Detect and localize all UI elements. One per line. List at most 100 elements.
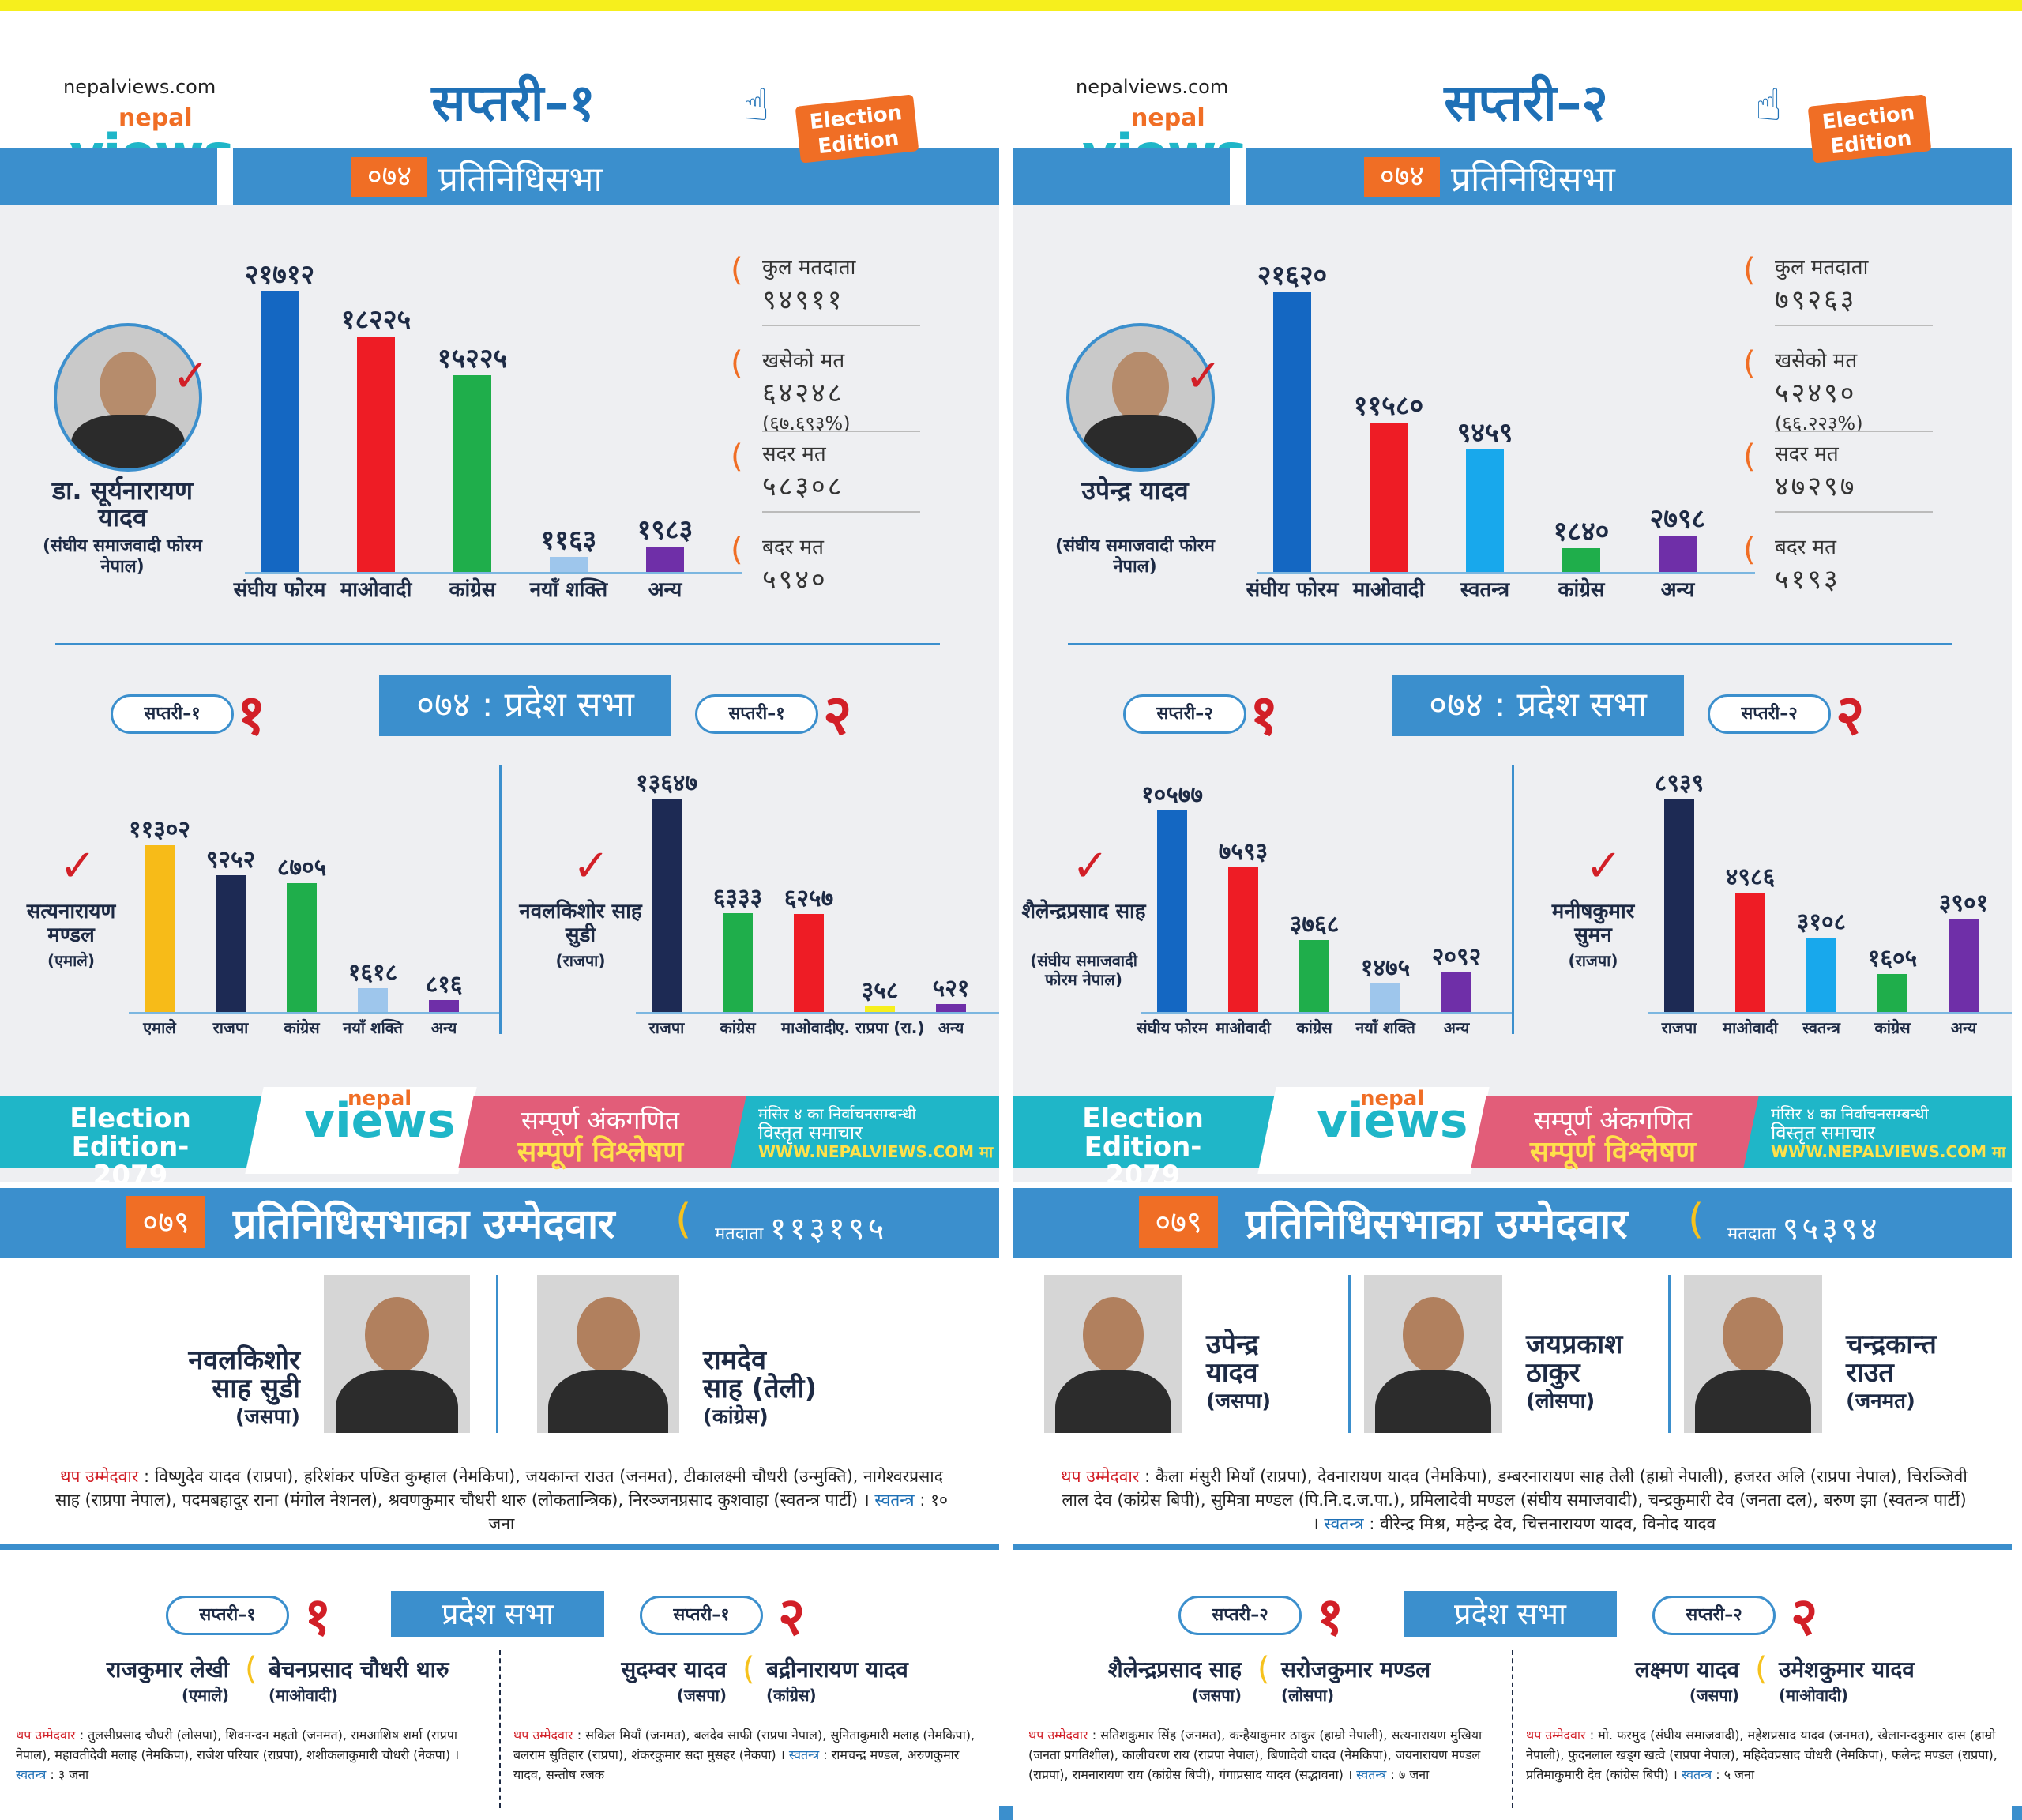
winner-party: (संघीय समाजवादी फोरम नेपाल) (43, 536, 202, 577)
chart-bar (1157, 810, 1187, 1012)
bar-value-label: ८७०५ (276, 854, 327, 882)
bar-value-label: ८९३९ (1654, 769, 1704, 797)
winner-check-icon: ✓ (59, 840, 96, 892)
banner-line-1: मंसिर ४ का निर्वाचनसम्बन्धी (1771, 1104, 1929, 1123)
voting-hand-icon: ☝ (742, 80, 770, 131)
winner-name: उपेन्द्र यादव (1081, 476, 1189, 506)
header-arc-icon: ( (675, 1196, 692, 1243)
stat-arc-icon: ( (731, 438, 743, 475)
pradesh-arc-icon: ( (1755, 1651, 1768, 1687)
candidate-card: नवलकिशोर साह सुडी (जसपा) (118, 1346, 300, 1431)
bar-category-label: संघीय फोरम (1246, 578, 1339, 602)
bar-value-label: ४९८६ (1725, 863, 1776, 892)
bar-value-label: ११६३ (540, 524, 597, 556)
bar-category-label: कांग्रेस (720, 1018, 756, 1037)
site-url[interactable]: nepalviews.com (1076, 76, 1229, 98)
pradesh-candidate-a: शैलेन्द्रप्रसाद साह (1107, 1656, 1242, 1683)
election-banner[interactable]: Election Edition- 2079 nepal views सम्पूर्ण… (0, 1087, 999, 1190)
candidate-separator (496, 1275, 498, 1433)
stat-value: ७९२६३ (1775, 284, 1857, 316)
pradesh-additional: थप उम्मेदवार : तुलसीप्रसाद चौधरी (लोसपा)… (16, 1728, 460, 1782)
additional-label: थप उम्मेदवार (60, 1467, 139, 1486)
stat-item: (कुल मतदाता ९४९११ (731, 252, 999, 326)
photo-body (1084, 414, 1197, 468)
photo-face (1112, 352, 1169, 423)
bar-value-label: १६०५ (1867, 944, 1918, 972)
stat-value: ५१९३ (1775, 564, 1840, 596)
pradesh-additional: थप उम्मेदवार : सकिल मियाँ (जनमत), बलदेव … (513, 1728, 975, 1782)
chart-bar (1441, 972, 1471, 1012)
bar-value-label: ९२५२ (205, 846, 256, 874)
stat-label: बदर मत (1775, 536, 1836, 559)
candidate-name-line1: नवलकिशोर (188, 1344, 300, 1376)
voter-count: मतदाता ११३१९५ (715, 1205, 887, 1249)
section-separator (0, 1544, 999, 1550)
chart-bar (357, 336, 395, 572)
pradesh-additional: थप उम्मेदवार : मो. फरमुद (संघीय समाजवादी… (1526, 1728, 1998, 1782)
province-seat-number: २ (823, 682, 852, 747)
banner-text-2: सम्पूर्ण विश्लेषण (1529, 1136, 1697, 1168)
pradesh-seat-number: १ (304, 1586, 332, 1647)
chart-bar (216, 875, 246, 1012)
logo-small-text: nepal (1131, 104, 1205, 132)
voter-count-value: ११३१९५ (769, 1211, 888, 1247)
candidate-photo (1066, 323, 1215, 472)
stat-label: खसेको मत (1775, 349, 1858, 373)
chart-baseline (1257, 572, 1755, 574)
candidate-name-line2: ठाकुर (1526, 1357, 1580, 1389)
chart-bar (652, 799, 682, 1012)
bar-value-label: ९४५९ (1456, 417, 1513, 449)
pradesh-party-a: (एमाले) (181, 1686, 229, 1705)
pradesh-party-b: (माओवादी) (269, 1686, 338, 1705)
stat-separator (762, 325, 920, 326)
stat-arc-icon: ( (731, 252, 743, 288)
chart-baseline (245, 572, 742, 574)
additional-text: विष्णुदेव यादव (राप्रपा), हरिशंकर पण्डित… (55, 1467, 943, 1510)
pradesh-candidate-b: सरोजकुमार मण्डल (1281, 1656, 1431, 1683)
province-title-box: ०७४ : प्रदेश सभा (379, 675, 671, 736)
independent-label: स्वतन्त्र (1356, 1767, 1387, 1782)
banner-url[interactable]: WWW.NEPALVIEWS.COM मा (758, 1142, 994, 1161)
stat-separator (1775, 511, 1933, 513)
candidate-name-line2: साह (तेली) (703, 1373, 817, 1404)
photo-body (71, 414, 185, 468)
stat-label: खसेको मत (762, 349, 845, 373)
province-seat-pill: सप्तरी–२ (1708, 694, 1831, 734)
bar-value-label: ६३३३ (712, 883, 763, 912)
independent-text: रामचन्द्र मण्डल, अरुणकुमार यादव, सन्तोष … (513, 1747, 960, 1782)
header-arc-icon: ( (1688, 1196, 1704, 1243)
banner-logo-small: nepal (1360, 1087, 1425, 1111)
candidate-name-line2: यादव (1206, 1357, 1258, 1389)
chart-baseline (129, 1012, 500, 1014)
additional-label: थप उम्मेदवार (16, 1728, 76, 1743)
photo-body (1055, 1370, 1171, 1433)
photo-body (335, 1370, 459, 1433)
bar-category-label: अन्य (938, 1018, 964, 1037)
bar-category-label: अन्य (1443, 1018, 1470, 1037)
banner-url[interactable]: WWW.NEPALVIEWS.COM मा (1771, 1142, 2006, 1161)
stat-item: (खसेको मत ६४२४८ (६७.६९३%) (731, 345, 999, 436)
bar-value-label: ११५८० (1353, 389, 1424, 422)
bar-value-label: ३५८ (861, 976, 899, 1005)
independent-text: १० जना (488, 1491, 948, 1533)
candidate-card: उपेन्द्र यादव (जसपा) (1206, 1330, 1356, 1416)
stat-arc-icon: ( (731, 532, 743, 568)
bar-white-cut (217, 148, 233, 205)
bar-value-label: ६२५७ (784, 885, 834, 913)
pradesh-separator (499, 1650, 502, 1808)
site-url[interactable]: nepalviews.com (63, 76, 216, 98)
banner-text-2: सम्पूर्ण विश्लेषण (517, 1136, 684, 1168)
pradesh-seat-pill: सप्तरी–२ (1178, 1596, 1302, 1635)
bar-category-label: माओवादी (1723, 1018, 1778, 1037)
independent-label: स्वतन्त्र (874, 1491, 915, 1510)
candidate-name-line1: उपेन्द्र (1206, 1329, 1259, 1360)
bar-category-label: माओवादी (1352, 578, 1425, 602)
winner-name: मनीषकुमार सुमन (1551, 900, 1635, 947)
bar-category-label: कांग्रेस (449, 578, 496, 602)
section-divider (55, 643, 940, 645)
house-label: प्रतिनिधिसभा (1451, 160, 1615, 200)
election-banner[interactable]: Election Edition- 2079 nepal views सम्पूर्ण… (1013, 1087, 2012, 1190)
bar-category-label: राजपा (1661, 1018, 1697, 1037)
pradesh-seat-pill: सप्तरी–१ (166, 1596, 289, 1635)
candidate-card: रामदेव साह (तेली) (कांग्रेस) (703, 1346, 900, 1431)
